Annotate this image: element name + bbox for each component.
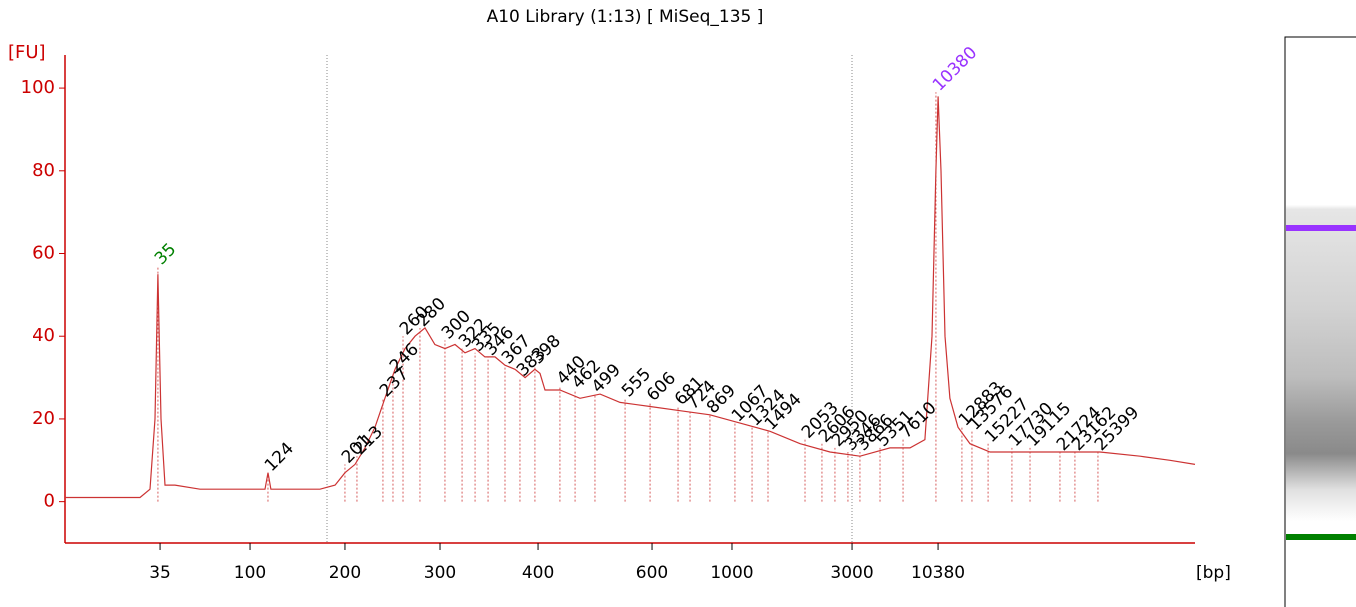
x-tick-label: 300 — [424, 563, 456, 583]
x-tick-label: 35 — [149, 563, 171, 583]
x-tick-label: 400 — [522, 563, 554, 583]
peak-label: 10380 — [929, 43, 981, 95]
peak-label: 124 — [261, 439, 298, 476]
peak-label: 35 — [151, 240, 180, 269]
x-tick-label: 100 — [234, 563, 266, 583]
x-tick-label: 1000 — [710, 563, 753, 583]
gel-lane — [1284, 36, 1356, 607]
x-axis-label: [bp] — [1196, 563, 1231, 583]
y-tick-label: 20 — [32, 408, 55, 429]
y-tick-label: 60 — [32, 243, 55, 264]
gel-smear — [1286, 128, 1356, 580]
y-tick-label: 100 — [21, 77, 55, 98]
trace — [65, 96, 1196, 499]
x-tick-label: 600 — [636, 563, 668, 583]
x-tick-label: 200 — [329, 563, 361, 583]
y-tick-label: 40 — [32, 325, 55, 346]
y-tick-label: 0 — [44, 491, 55, 512]
y-tick-label: 80 — [32, 160, 55, 181]
gel-upper-marker — [1286, 225, 1356, 231]
plot-area: 0 20 40 60 80 100 35 100 200 300 400 600 1000 3000 103… — [21, 43, 1196, 583]
x-tick-label: 10380 — [911, 563, 965, 583]
y-axis-label: [FU] — [8, 42, 46, 63]
x-tick-label: 3000 — [830, 563, 873, 583]
chart-title: A10 Library (1:13) [ MiSeq_135 ] — [487, 7, 764, 27]
gel-lower-marker — [1286, 534, 1356, 540]
